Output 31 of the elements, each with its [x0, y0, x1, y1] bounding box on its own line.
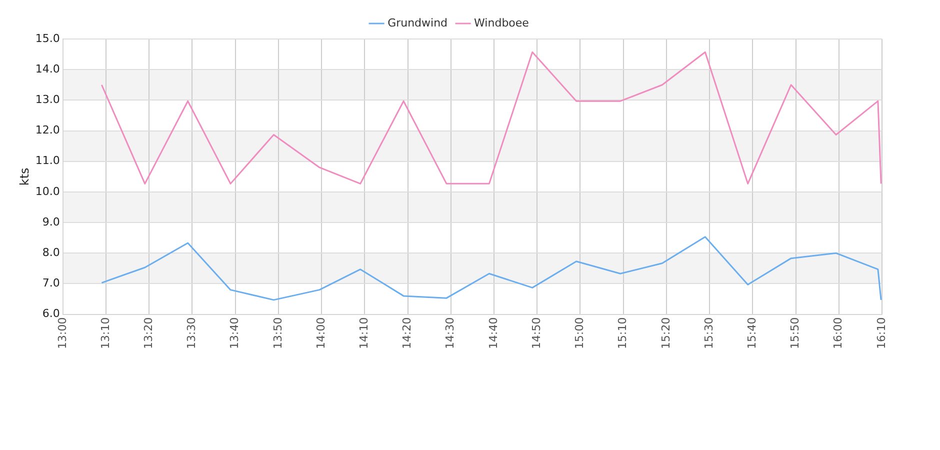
y-tick-label: 10.0 — [35, 184, 60, 198]
y-tick-label: 13.0 — [35, 93, 60, 106]
x-tick-label: 14:50 — [530, 317, 543, 350]
y-tick-label: 9.0 — [42, 215, 60, 228]
x-tick-label: 13:10 — [98, 317, 112, 350]
x-tick-label: 16:00 — [832, 317, 845, 350]
x-tick-label: 15:00 — [573, 317, 586, 350]
y-axis-title: kts — [17, 168, 32, 186]
x-tick-label: 13:20 — [142, 317, 155, 350]
x-tick-label: 13:40 — [228, 317, 242, 350]
y-tick-label: 15.0 — [35, 32, 60, 45]
x-tick-label: 14:10 — [358, 317, 371, 350]
x-tick-label: 14:00 — [314, 317, 328, 350]
x-tick-label: 15:20 — [659, 317, 672, 350]
x-tick-label: 15:10 — [616, 317, 630, 350]
x-tick-label: 13:30 — [185, 317, 198, 350]
x-tick-label: 14:30 — [444, 317, 457, 350]
x-tick-label: 14:40 — [486, 317, 500, 350]
legend-label: Grundwind — [388, 16, 448, 30]
y-tick-label: 12.0 — [35, 124, 60, 137]
x-tick-label: 15:30 — [702, 317, 716, 350]
y-tick-label: 11.0 — [35, 154, 60, 168]
x-tick-label: 16:10 — [874, 317, 888, 350]
y-tick-label: 14.0 — [35, 62, 60, 76]
x-tick-label: 13:50 — [271, 317, 284, 350]
y-tick-label: 7.0 — [42, 276, 60, 290]
x-tick-label: 15:50 — [788, 317, 802, 350]
x-tick-label: 15:40 — [746, 317, 759, 350]
legend-label: Windboee — [474, 16, 530, 30]
x-tick-label: 14:20 — [400, 317, 414, 350]
y-tick-label: 8.0 — [42, 246, 60, 259]
